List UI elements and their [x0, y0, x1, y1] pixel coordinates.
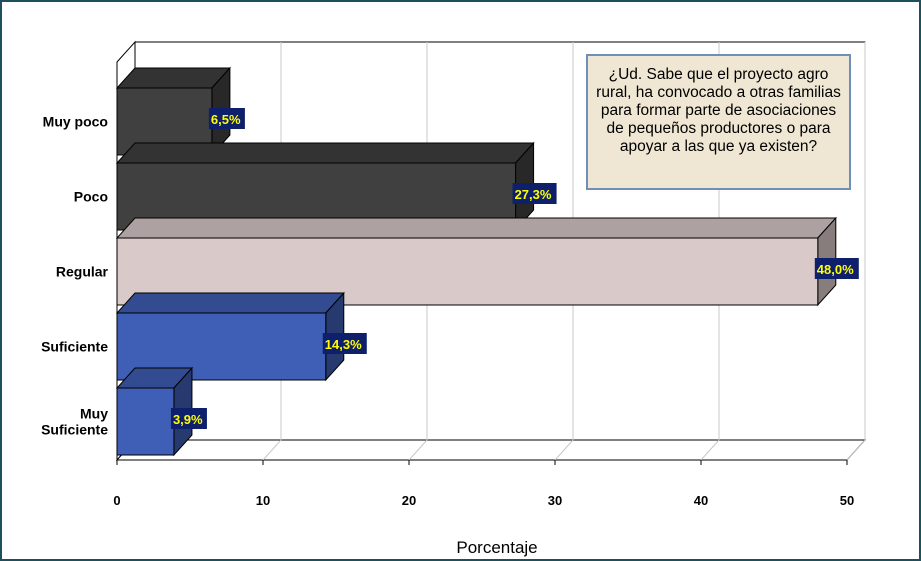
bar-top: [115, 292, 345, 314]
bar-2: 27,3%: [115, 141, 557, 232]
category-labels: Muy poco Poco Regular Suficiente Muy Suficien…: [41, 114, 108, 438]
category-label: Poco: [74, 189, 108, 205]
value-label-bg: [208, 108, 245, 129]
x-axis-title: Porcentaje: [456, 538, 537, 557]
value-label: 48,0%: [817, 262, 854, 277]
value-label-bg: [322, 333, 367, 354]
chart-annotation: ¿Ud. Sabe que el proyecto agro rural, ha…: [586, 54, 851, 190]
x-tick-label: 0: [113, 493, 120, 508]
x-tick-label: 30: [548, 493, 562, 508]
bar-3: 48,0%: [115, 216, 859, 307]
value-label: 14,3%: [325, 337, 362, 352]
value-label: 6,5%: [211, 112, 241, 127]
category-label: Muy Suficiente: [41, 406, 108, 438]
bar-top: [115, 142, 535, 164]
value-label: 27,3%: [515, 187, 552, 202]
bars: 6,5% 27,3% 48,0% 14,3% 3,9%: [115, 66, 859, 457]
gridline-floor: [846, 439, 866, 461]
gridline-floor: [408, 439, 428, 461]
category-label: Muy poco: [43, 114, 108, 130]
value-label-bg: [170, 408, 207, 429]
x-tick-label: 50: [840, 493, 854, 508]
value-label: 3,9%: [173, 412, 203, 427]
bar-top: [115, 217, 837, 239]
bar-top: [115, 67, 232, 89]
bar-4: 14,3%: [115, 291, 367, 382]
gridline-floor: [700, 439, 720, 461]
x-tick-label: 20: [402, 493, 416, 508]
value-label-bg: [814, 258, 859, 279]
x-tick-labels: 0 10 20 30 40 50: [113, 493, 854, 508]
floor: [115, 439, 867, 461]
bar-5: 3,9%: [115, 366, 207, 457]
category-label: Regular: [56, 264, 109, 280]
gridline-floor: [554, 439, 574, 461]
category-label: Suficiente: [41, 339, 108, 355]
x-tick-label: 10: [256, 493, 270, 508]
gridline-floor: [262, 439, 282, 461]
bar-front: [116, 387, 175, 456]
x-tick-label: 40: [694, 493, 708, 508]
value-label-bg: [512, 183, 557, 204]
